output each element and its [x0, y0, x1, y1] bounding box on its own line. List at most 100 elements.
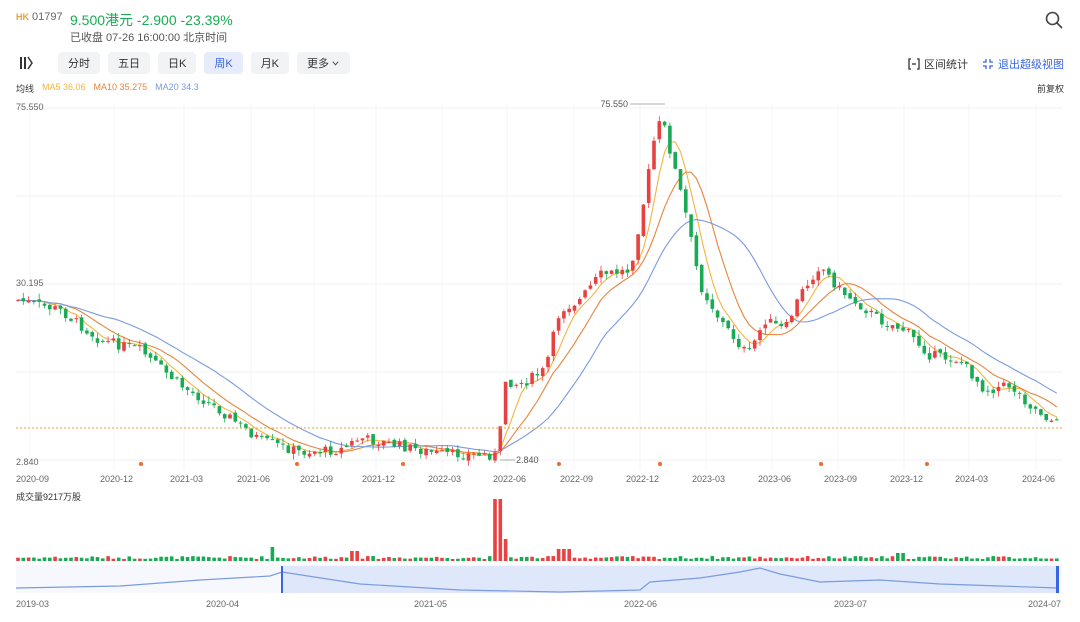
volume-bar	[90, 556, 94, 561]
kline-toggle-icon[interactable]	[16, 53, 36, 73]
tab-weekly-k[interactable]: 周K	[204, 52, 243, 74]
candle-body	[154, 355, 158, 361]
candle-body	[954, 361, 958, 363]
volume-bar	[222, 558, 227, 561]
tab-label: 日K	[168, 58, 187, 70]
period-toolbar: 分时 五日 日K 周K 月K 更多	[16, 52, 351, 74]
tab-label: 周K	[214, 58, 233, 70]
candle-body	[127, 343, 132, 345]
candle-body	[408, 444, 412, 451]
volume-bar	[16, 557, 20, 561]
candle-body	[959, 361, 964, 363]
candle-body	[811, 279, 815, 285]
tab-more[interactable]: 更多	[297, 52, 351, 74]
volume-bar	[980, 558, 985, 561]
volume-bar	[546, 556, 550, 561]
navigator-right-handle[interactable]	[1056, 566, 1059, 593]
volume-bar	[858, 556, 863, 561]
volume-bar	[487, 556, 492, 561]
candle-body	[774, 320, 778, 324]
candle-body	[355, 440, 359, 442]
range-stats-button[interactable]: 区间统计	[908, 56, 968, 72]
candle-body	[1017, 392, 1022, 394]
price-axis-max: 75.550	[16, 102, 44, 112]
candle-body	[546, 356, 550, 368]
tab-five-day[interactable]: 五日	[108, 52, 150, 74]
volume-bar	[641, 556, 646, 561]
candle-body	[498, 426, 503, 451]
x-axis-tick-label: 2022-06	[493, 474, 526, 484]
stock-code: 01797	[32, 11, 63, 23]
candle-body	[562, 311, 566, 319]
candle-body	[525, 383, 529, 386]
candle-body	[949, 360, 953, 362]
volume-bar	[58, 558, 63, 561]
candle-body	[63, 308, 68, 319]
search-icon[interactable]	[1044, 10, 1064, 30]
volume-bar	[567, 549, 571, 561]
volume-bar	[779, 558, 783, 561]
candle-body	[668, 125, 672, 154]
volume-bar	[238, 557, 243, 561]
volume-bar	[869, 557, 874, 561]
volume-bar	[286, 558, 291, 561]
volume-bar	[387, 556, 391, 561]
volume-bar	[758, 556, 762, 561]
candle-body	[376, 445, 381, 447]
volume-bar	[986, 557, 990, 561]
candle-body	[233, 412, 238, 422]
candle-body	[864, 310, 868, 314]
ma5-value: MA5 36.06	[42, 82, 86, 92]
navigator-tick-label: 2024-07	[1028, 599, 1061, 609]
candle-body	[784, 321, 789, 328]
candle-body	[254, 434, 259, 437]
volume-bar	[943, 558, 948, 561]
volume-bar	[265, 558, 269, 561]
volume-bar	[201, 556, 206, 561]
volume-bar	[127, 556, 132, 561]
tab-intraday[interactable]: 分时	[58, 52, 100, 74]
candle-body	[641, 204, 646, 237]
volume-bar	[646, 556, 651, 561]
candle-body	[509, 379, 513, 387]
volume-bar	[684, 558, 688, 561]
exit-super-view-button[interactable]: 退出超级视图	[982, 56, 1064, 72]
candle-body	[853, 297, 858, 304]
volume-bar	[1017, 558, 1022, 561]
volume-bar	[69, 557, 73, 561]
candle-body	[885, 325, 889, 327]
candle-body	[419, 448, 423, 455]
candle-body	[297, 445, 301, 451]
range-stats-label: 区间统计	[924, 59, 968, 71]
volume-bar	[593, 557, 598, 561]
candle-body	[678, 169, 683, 190]
volume-bar	[106, 556, 110, 561]
candle-body	[996, 386, 1001, 392]
x-axis-labels: 2020-09 2020-12 2021-03 2021-06 2021-09 2021-…	[16, 474, 1055, 484]
volume-bar	[48, 557, 52, 561]
event-dot	[925, 462, 929, 466]
volume-bar	[837, 558, 842, 561]
volume-bar	[323, 556, 328, 561]
volume-bar	[434, 556, 439, 561]
volume-bar	[1007, 557, 1011, 561]
navigator-left-handle[interactable]	[281, 566, 283, 593]
candle-body	[143, 343, 147, 355]
volume-bar	[307, 557, 312, 561]
volume-bar	[366, 556, 370, 561]
volume-bar	[599, 557, 603, 561]
volume-bar	[180, 556, 185, 561]
candle-body	[922, 345, 927, 354]
x-axis-tick-label: 2023-12	[890, 474, 923, 484]
candle-body	[578, 298, 582, 305]
tab-monthly-k[interactable]: 月K	[250, 52, 290, 74]
volume-bar	[138, 558, 142, 561]
candle-body	[1033, 406, 1038, 409]
candle-body	[747, 348, 752, 350]
x-axis-tick-label: 2023-06	[758, 474, 791, 484]
candle-body	[21, 298, 26, 302]
volume-bar	[355, 551, 359, 561]
adjust-mode-button[interactable]: 前复权	[1036, 84, 1064, 94]
tab-daily-k[interactable]: 日K	[158, 52, 197, 74]
